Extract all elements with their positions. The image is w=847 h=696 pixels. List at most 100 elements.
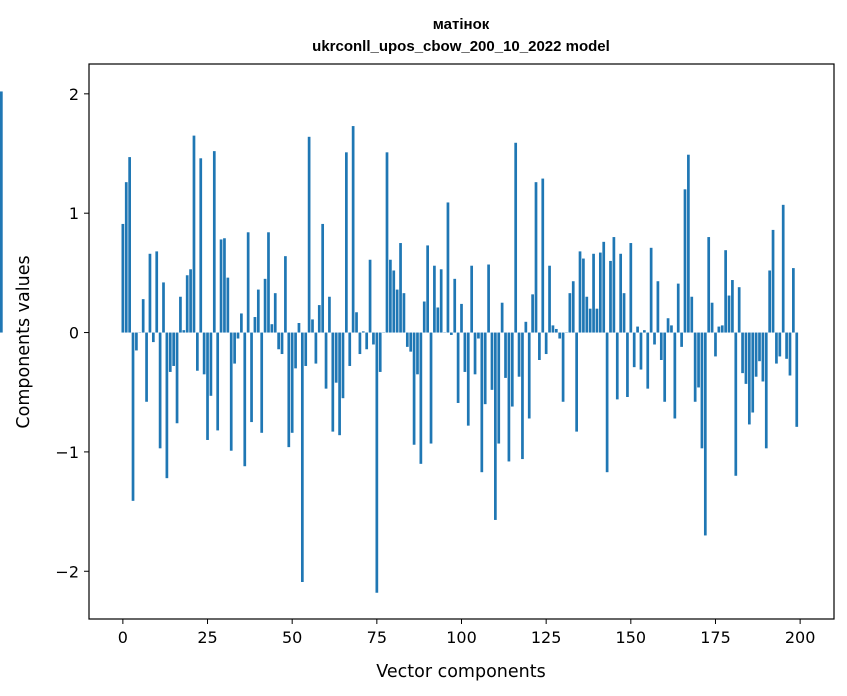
- bar-52: [297, 323, 301, 333]
- bar-197: [788, 332, 792, 376]
- bar-29: [219, 239, 223, 333]
- bar-94: [439, 269, 443, 333]
- bar-34: [236, 332, 240, 339]
- bar-169: [693, 332, 697, 402]
- x-tick-label: 75: [367, 628, 387, 647]
- bar-40: [256, 289, 260, 333]
- bar-189: [761, 332, 765, 382]
- bar-121: [531, 294, 534, 333]
- bar-102: [466, 332, 470, 426]
- bar-12: [162, 282, 165, 333]
- y-tick-label: 1: [69, 204, 79, 223]
- bar-51: [294, 332, 297, 369]
- bar-92: [433, 265, 436, 333]
- bar-71: [361, 331, 365, 333]
- bar-59: [321, 223, 325, 333]
- bar-15: [172, 332, 176, 366]
- bar-108: [487, 264, 490, 333]
- bar-184: [744, 332, 748, 384]
- bar-41: [260, 332, 264, 433]
- bar-164: [676, 283, 680, 333]
- bar-81: [395, 289, 399, 333]
- x-tick-label: 100: [446, 628, 477, 647]
- bar-192: [771, 229, 775, 333]
- bar-123: [538, 332, 541, 360]
- bar-72: [365, 332, 369, 350]
- bar-23: [199, 158, 203, 333]
- bar-111: [497, 332, 501, 444]
- bar-171: [700, 332, 704, 449]
- bar-2: [128, 157, 131, 333]
- bar-9: [151, 332, 155, 343]
- bar-26: [209, 332, 213, 396]
- bar-147: [619, 253, 623, 333]
- bar-150: [629, 243, 633, 333]
- y-tick-label: 2: [69, 85, 79, 104]
- bar-180: [731, 280, 734, 333]
- bar-153: [639, 332, 643, 370]
- bar-166: [683, 189, 687, 333]
- bar-110: [494, 332, 497, 520]
- bar-98: [453, 278, 457, 333]
- bar-172: [703, 332, 707, 536]
- bar-125: [544, 332, 548, 355]
- bar-66: [345, 152, 348, 333]
- bar-55: [307, 136, 311, 333]
- x-tick-label: 50: [282, 628, 302, 647]
- bar-78: [385, 152, 389, 333]
- bar-185: [747, 332, 751, 425]
- bar-143: [605, 332, 609, 473]
- x-tick-label: 0: [118, 628, 128, 647]
- bar-160: [663, 332, 667, 402]
- bar-7: [145, 332, 148, 402]
- bar-194: [778, 332, 782, 357]
- bar-54: [304, 332, 308, 366]
- bar-16: [175, 332, 179, 424]
- bar-106: [480, 332, 484, 473]
- bar-19: [185, 275, 189, 333]
- x-tick-label: 25: [197, 628, 217, 647]
- bar-18: [182, 330, 186, 333]
- bar-46: [277, 332, 280, 350]
- bar-130: [561, 332, 565, 402]
- bar-173: [707, 237, 711, 333]
- y-axis-label: Components values: [14, 255, 34, 428]
- x-axis-ticks: 0 25 50 75 100 125 150 175 200: [118, 619, 815, 647]
- bar-39: [253, 317, 257, 333]
- bar-4: [135, 332, 138, 351]
- bar-31: [226, 277, 230, 333]
- bar-196: [785, 332, 788, 359]
- bar-154: [643, 330, 646, 333]
- bar-48: [284, 256, 287, 333]
- bar-91: [429, 332, 433, 444]
- bar-57: [314, 332, 318, 364]
- bar-105: [477, 332, 480, 339]
- bar-187: [754, 332, 758, 377]
- bar-32: [229, 332, 233, 451]
- bar-156: [649, 247, 653, 333]
- bar-175: [714, 332, 717, 357]
- bar-69: [355, 312, 358, 333]
- bar-179: [727, 295, 731, 333]
- bar-17: [179, 296, 182, 333]
- bar-158: [656, 281, 660, 333]
- x-axis-label: Vector components: [376, 662, 545, 682]
- bar-128: [554, 328, 558, 333]
- bar-84: [405, 332, 409, 347]
- bar-14: [168, 332, 172, 372]
- bar-138: [588, 308, 592, 333]
- bar-80: [392, 270, 396, 333]
- bar-64: [338, 332, 341, 436]
- bar-27: [212, 151, 216, 333]
- bar-176: [717, 326, 721, 333]
- bar-170: [697, 332, 700, 388]
- bar-168: [690, 296, 694, 333]
- bar-82: [399, 243, 402, 333]
- bar-45: [273, 293, 277, 333]
- bar-133: [571, 281, 575, 333]
- bar-76: [378, 332, 382, 372]
- bar-30: [223, 238, 226, 333]
- bar-35: [240, 313, 243, 333]
- bar-119: [524, 321, 528, 333]
- bar-79: [389, 259, 392, 333]
